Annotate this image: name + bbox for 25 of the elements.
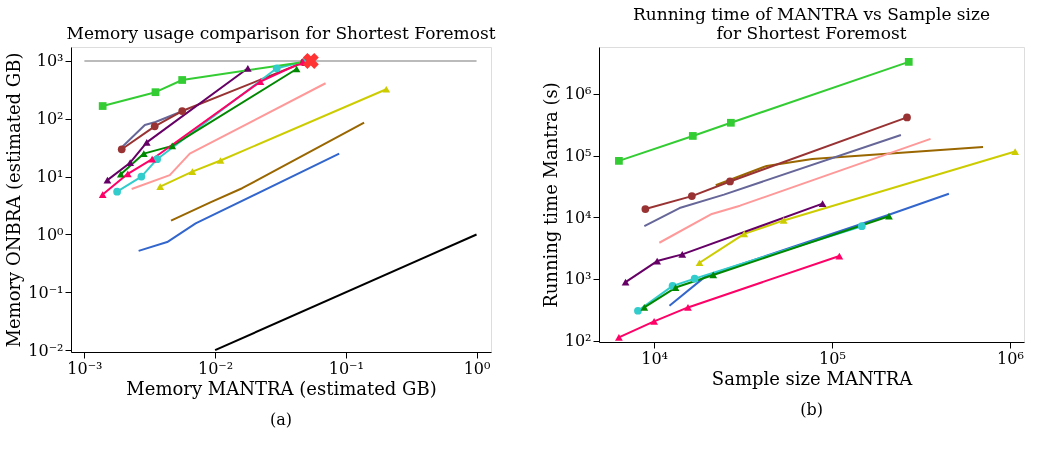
y-tick-label: 10⁴	[564, 207, 592, 227]
y-tick-label: 10⁻¹	[28, 282, 64, 302]
y-tick-label: 10³	[564, 269, 592, 289]
x-tick-label: 10⁻³	[67, 358, 103, 378]
x-tick-label: 10⁻²	[197, 358, 234, 378]
y-tick-label: 10⁰	[36, 224, 64, 244]
x-axis-title: Sample size MANTRA	[711, 367, 914, 389]
y-tick-label: 10²	[564, 331, 592, 351]
chart-title: Memory usage comparison for Shortest Foremost	[66, 23, 496, 43]
x-tick-label: 10⁻¹	[328, 358, 364, 378]
x-tick-label: 10⁰	[463, 358, 491, 378]
y-tick-label: 10⁶	[564, 84, 592, 104]
x-tick-label: 10⁴	[641, 348, 668, 368]
y-tick-label: 10²	[36, 109, 64, 129]
text: (b)	[800, 400, 823, 419]
y-tick-label: 10³	[36, 51, 64, 71]
x-tick-label: 10⁶	[997, 348, 1024, 368]
text: (a)	[269, 410, 293, 429]
y-tick-label: 10⁵	[564, 146, 592, 166]
y-tick-label: 10¹	[36, 167, 64, 187]
chart-title: Running time of MANTRA vs Sample size for Shortest Foremost	[632, 4, 991, 43]
x-axis-title: Memory MANTRA (estimated GB)	[126, 377, 437, 399]
y-axis-title: Running time Mantra (s)	[539, 82, 561, 308]
x-tick-label: 10⁵	[819, 348, 846, 368]
y-axis-title: Memory ONBRA (estimated GB)	[3, 52, 25, 348]
